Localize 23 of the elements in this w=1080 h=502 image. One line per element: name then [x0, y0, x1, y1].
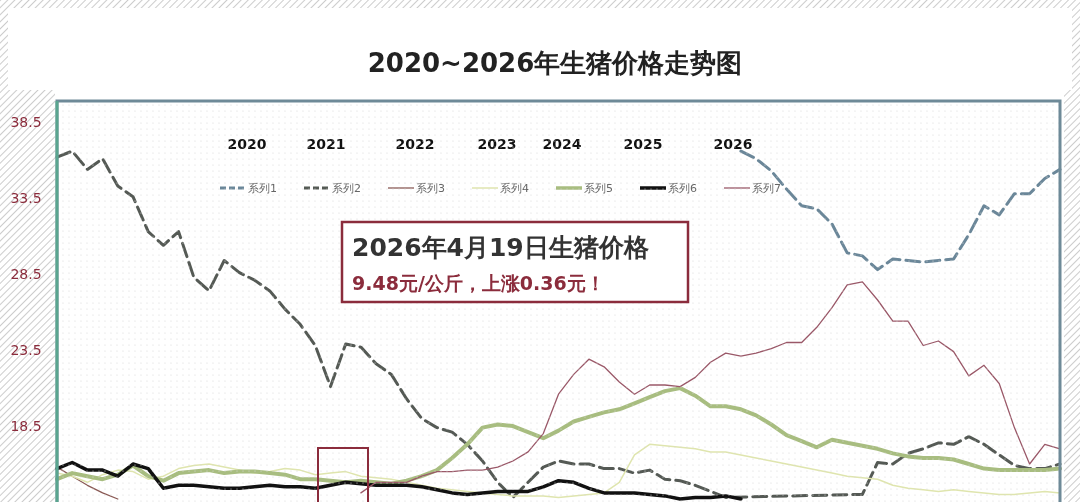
annotation: 2026	[713, 136, 753, 152]
annotation: 2021	[306, 136, 346, 152]
legend-label: 系列6	[668, 182, 697, 195]
annotation: 2026年4月19日生猪价格	[352, 233, 649, 262]
y-tick-label: 33.5	[10, 189, 42, 206]
picture-text-box: 2026年4月19日生猪价格 9.48元/公斤，上涨0.36元！	[340, 220, 690, 304]
annotation: 2020	[227, 136, 267, 152]
y-tick-label: 18.5	[10, 417, 42, 434]
annotation: 2022	[395, 136, 435, 152]
legend-label: 系列1	[248, 182, 277, 195]
chart-title: 2020~2026年生猪价格走势图	[367, 48, 743, 78]
legend-label: 系列5	[584, 182, 613, 195]
annotation: 2023	[477, 136, 517, 152]
y-tick-label: 28.5	[10, 265, 42, 282]
legend-label: 系列7	[752, 182, 781, 195]
annotation: 9.48元/公斤，上涨0.36元！	[352, 272, 605, 294]
legend-label: 系列2	[332, 182, 361, 195]
legend-label: 系列4	[500, 182, 529, 195]
annotation: 2024	[542, 136, 582, 152]
y-tick-label: 38.5	[10, 114, 42, 130]
annotation: 2025	[623, 136, 663, 152]
y-tick-label: 23.5	[10, 341, 42, 358]
legend-label: 系列3	[416, 182, 445, 195]
